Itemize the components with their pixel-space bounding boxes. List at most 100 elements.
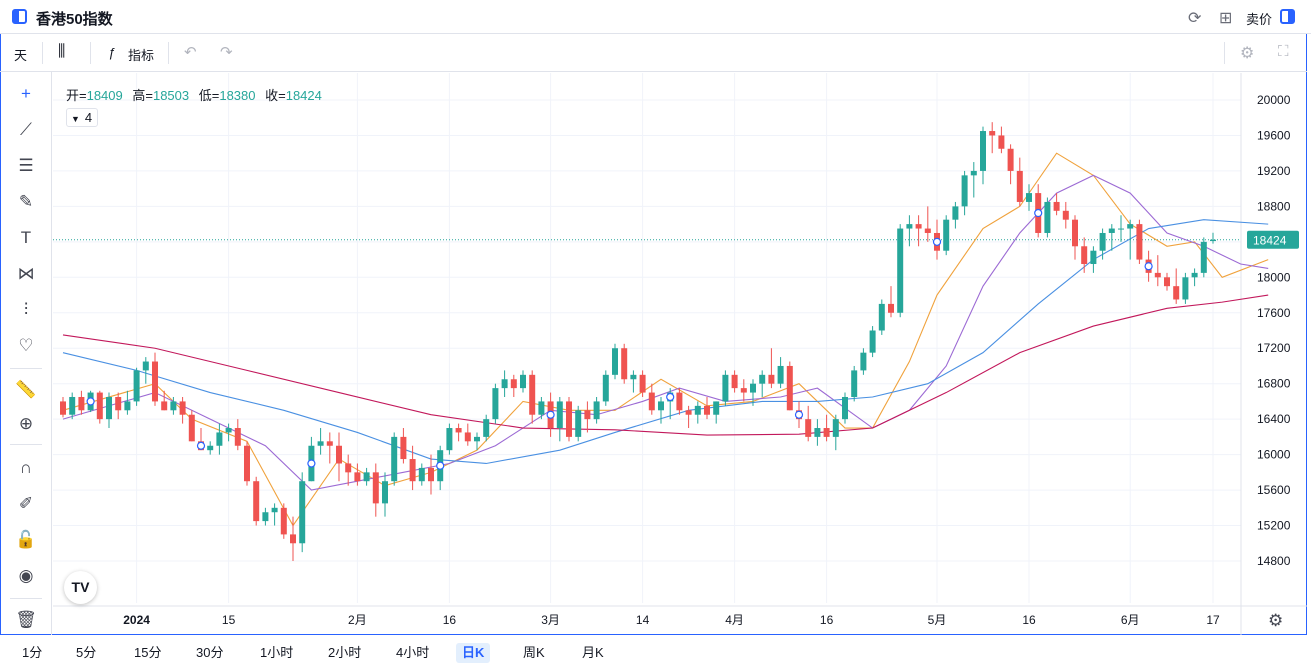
candle-body xyxy=(1053,201,1060,211)
ohlc-legend: 开=18409 高=18503 低=18380 收=18424 xyxy=(66,85,328,104)
candle-body xyxy=(78,396,85,411)
unlock-icon[interactable]: 🔓 xyxy=(15,530,37,549)
candle-body xyxy=(1154,272,1161,278)
candle-body xyxy=(1118,228,1124,230)
candle-body xyxy=(832,419,839,437)
crosshair-icon[interactable]: + xyxy=(21,84,31,103)
indicator-count: 4 xyxy=(84,110,93,125)
interval-4[interactable]: 1小时 xyxy=(260,645,294,660)
settings-icon[interactable]: ⚙ xyxy=(1240,45,1255,62)
toolbar-divider xyxy=(10,368,42,369)
candle-body xyxy=(391,436,398,482)
tradingview-logo[interactable]: TV xyxy=(64,571,97,604)
zoom-in-icon[interactable]: ⊕ xyxy=(18,414,34,433)
y-tick-label: 20000 xyxy=(1257,93,1291,107)
x-tick-label: 17 xyxy=(1206,613,1220,627)
candle-body xyxy=(483,419,490,437)
candle-body xyxy=(382,481,388,504)
interval-3[interactable]: 30分 xyxy=(196,645,224,660)
candle-body xyxy=(602,374,609,402)
interval-1[interactable]: 5分 xyxy=(76,645,97,660)
candle-body xyxy=(464,432,471,442)
interval-6[interactable]: 4小时 xyxy=(396,645,430,660)
candle-body xyxy=(823,428,830,437)
y-tick-label: 16800 xyxy=(1257,377,1291,391)
event-marker xyxy=(1034,208,1043,218)
candle-body xyxy=(713,401,720,415)
horizontal-lines-icon[interactable]: ☰ xyxy=(18,156,34,175)
trend-line-icon[interactable]: ⟋ xyxy=(20,120,32,139)
candle-body xyxy=(455,428,462,433)
candle-body xyxy=(474,436,480,442)
trash-icon[interactable]: 🗑 xyxy=(15,610,37,629)
candle-body xyxy=(280,507,287,535)
candle-body xyxy=(888,303,894,313)
redo-icon[interactable]: ↷ xyxy=(220,44,233,61)
candle-body xyxy=(354,472,361,482)
lock-drawing-icon[interactable]: ✐ xyxy=(18,494,34,513)
candle-body xyxy=(648,392,655,411)
sell-price-button[interactable]: 卖价 xyxy=(1246,12,1273,27)
indicator-toggle[interactable]: ▼ 4 xyxy=(66,108,98,127)
visibility-eye-icon[interactable]: ◉ xyxy=(18,566,34,585)
interval-9[interactable]: 月K xyxy=(582,645,604,660)
candle-body xyxy=(244,445,250,482)
period-button[interactable]: 天 xyxy=(14,48,28,63)
price-chart[interactable]: 14800 15200 15600 16000 16400 16800 17200 17600… xyxy=(53,73,1307,635)
moving-average-ma10 xyxy=(62,174,1269,491)
last-price-label: 18424 xyxy=(1253,234,1287,248)
interval-2[interactable]: 15分 xyxy=(134,645,162,660)
candle-body xyxy=(96,392,103,420)
candle-type-icon[interactable]: ⫼ xyxy=(58,43,66,60)
candle-body xyxy=(878,303,885,331)
refresh-icon[interactable]: ⟳ xyxy=(1188,10,1202,27)
candle-body xyxy=(814,428,821,437)
candle-body xyxy=(1191,272,1198,278)
candle-body xyxy=(915,224,922,229)
y-tick-label: 19600 xyxy=(1257,128,1291,142)
indicators-icon[interactable]: ƒ xyxy=(108,45,116,60)
pattern-icon[interactable]: ⋈ xyxy=(17,264,35,283)
drawing-toolbar: + ⟋ ☰ ✎ T ⋈ ⫶ ♡ 📏 ⊕ ∩ ✐ 🔓 ◉ 🗑 xyxy=(0,72,52,635)
moving-average-ma30 xyxy=(62,219,1269,465)
candle-body xyxy=(179,401,186,415)
open-label: 开= xyxy=(66,88,87,103)
panel-toggle-icon[interactable] xyxy=(1280,9,1295,24)
interval-8[interactable]: 周K xyxy=(523,645,545,660)
candle-body xyxy=(639,374,646,393)
x-tick-label: 16 xyxy=(820,613,834,627)
fullscreen-icon[interactable]: ⛶ xyxy=(1278,43,1289,60)
forecast-icon[interactable]: ⫶ xyxy=(23,300,29,319)
candle-body xyxy=(786,365,793,411)
text-tool-icon[interactable]: T xyxy=(20,228,32,247)
candle-body xyxy=(262,512,269,522)
undo-icon[interactable]: ↶ xyxy=(184,44,197,61)
candle-body xyxy=(418,467,425,482)
chart-settings-icon[interactable]: ⚙ xyxy=(1268,611,1284,630)
indicators-button[interactable]: 指标 xyxy=(128,48,155,63)
candle-body xyxy=(161,401,168,411)
candle-body xyxy=(69,396,76,415)
candle-body xyxy=(980,131,986,171)
grid-layout-icon[interactable]: ⊞ xyxy=(1219,10,1233,27)
candle-body xyxy=(290,534,296,544)
candle-body xyxy=(566,401,572,437)
favorite-heart-icon[interactable]: ♡ xyxy=(18,336,34,355)
candle-body xyxy=(906,224,913,229)
brush-icon[interactable]: ✎ xyxy=(18,192,34,211)
candle-body xyxy=(1016,170,1023,202)
candle-body xyxy=(777,365,784,384)
interval-7[interactable]: 日K xyxy=(456,643,491,663)
top-toolbar: 天 ⫼ ƒ 指标 ↶ ↷ ⚙ ⛶ xyxy=(0,34,1307,72)
y-tick-label: 15600 xyxy=(1257,483,1291,497)
title-bar: 香港50指数 ⟳ ⊞ 卖价 xyxy=(0,0,1311,34)
candle-body xyxy=(694,405,701,415)
magnet-icon[interactable]: ∩ xyxy=(19,458,33,477)
interval-0[interactable]: 1分 xyxy=(22,645,43,660)
y-tick-label: 17600 xyxy=(1257,306,1291,320)
chart-frame xyxy=(0,34,1307,635)
candle-body xyxy=(952,206,959,220)
ruler-icon[interactable]: 📏 xyxy=(15,380,37,399)
candle-body xyxy=(630,374,637,380)
interval-5[interactable]: 2小时 xyxy=(328,645,362,660)
